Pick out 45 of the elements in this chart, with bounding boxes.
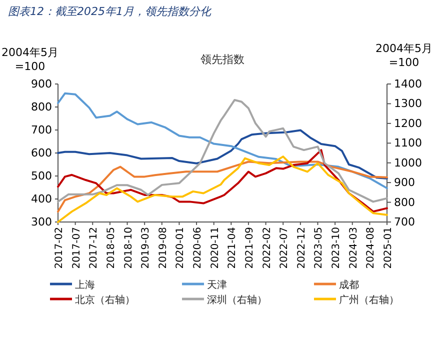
x-tick-label: 2019-03 — [140, 227, 152, 269]
legend-label: 深圳（右轴） — [207, 294, 267, 306]
y-tick-label: 600 — [31, 146, 52, 160]
x-tick-label: 2023-05 — [314, 227, 325, 269]
x-tick-label: 2020-11 — [210, 227, 221, 269]
x-tick-label: 2022-02 — [262, 227, 273, 269]
x-tick-label: 2020-01 — [175, 227, 186, 269]
x-tick-label: 2019-08 — [158, 227, 169, 269]
y2-tick-label: 900 — [394, 176, 415, 190]
legend-label: 上海 — [75, 279, 95, 291]
x-tick-label: 2024-03 — [348, 227, 360, 269]
y2-tick-label: 800 — [394, 196, 415, 209]
y-tick-label: 400 — [31, 192, 52, 206]
legend-label: 天津 — [207, 279, 227, 291]
legend-label: 成都 — [339, 279, 359, 291]
x-tick-label: 2017-07 — [71, 227, 82, 269]
x-tick-label: 2017-12 — [88, 227, 100, 269]
y2-tick-label: 1300 — [394, 97, 422, 110]
y2-tick-label: 700 — [394, 216, 415, 228]
y-axis-title: 2004年5月 =100 — [2, 46, 58, 73]
y2-tick-label: 1100 — [394, 136, 422, 150]
y2-tick-label: 1000 — [394, 156, 422, 170]
x-tick-label: 2024-08 — [366, 227, 377, 269]
x-tick-label: 2025-01 — [383, 227, 394, 269]
x-tick-label: 2021-09 — [244, 227, 256, 269]
x-tick-label: 2021-04 — [227, 227, 238, 269]
x-tick-label: 2018-10 — [123, 227, 134, 269]
y-tick-label: 700 — [31, 124, 52, 136]
y2-tick-label: 1200 — [394, 116, 422, 130]
chart-subtitle: 领先指数 — [200, 53, 244, 66]
y-tick-label: 300 — [31, 216, 52, 228]
y2-axis-title: 2004年5月 =100 — [376, 42, 432, 69]
x-tick-label: 2022-12 — [296, 227, 308, 269]
x-tick-label: 2023-10 — [331, 227, 342, 269]
y-tick-label: 800 — [31, 100, 52, 114]
legend-label: 广州（右轴） — [339, 294, 399, 306]
x-tick-label: 2020-06 — [192, 227, 204, 269]
x-tick-label: 2022-07 — [279, 227, 290, 269]
chart-title: 图表12：截至2025年1月，领先指数分化 — [8, 5, 212, 18]
y2-tick-label: 1400 — [394, 78, 422, 90]
x-tick-label: 2017-02 — [54, 227, 65, 269]
y-tick-label: 500 — [31, 170, 52, 182]
y-tick-label: 900 — [31, 78, 52, 90]
x-tick-label: 2018-05 — [106, 227, 117, 269]
legend-label: 北京（右轴） — [75, 294, 135, 306]
